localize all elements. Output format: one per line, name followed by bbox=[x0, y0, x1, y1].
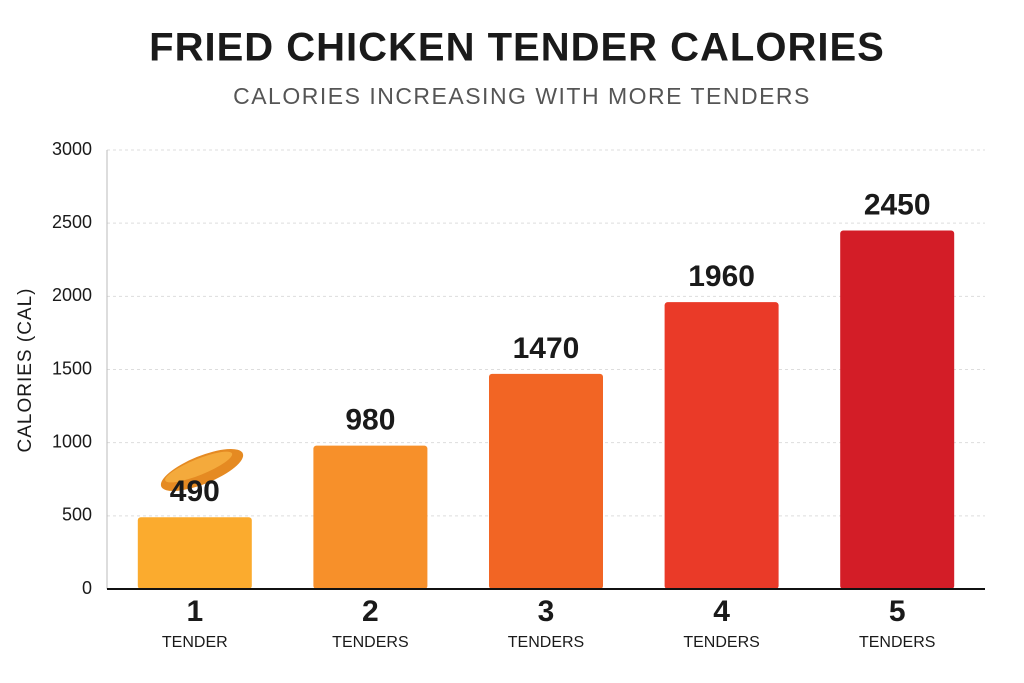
bar bbox=[313, 445, 428, 589]
y-tick-label: 2500 bbox=[52, 212, 92, 232]
chart-title: FRIED CHICKEN TENDER CALORIES bbox=[149, 26, 885, 70]
bar bbox=[137, 517, 252, 589]
value-label: 1470 bbox=[513, 332, 580, 365]
y-axis-label: CALORIES (CAL) bbox=[15, 288, 36, 453]
chart-subtitle: CALORIES INCREASING WITH MORE TENDERS bbox=[233, 83, 811, 109]
x-tick-unit: TENDERS bbox=[508, 634, 584, 651]
y-tick-label: 0 bbox=[82, 578, 92, 598]
x-tick-unit: TENDERS bbox=[683, 634, 759, 651]
x-tick-unit: TENDERS bbox=[332, 634, 408, 651]
tender-highlight bbox=[165, 451, 233, 483]
value-label: 980 bbox=[345, 404, 395, 437]
y-tick-label: 3000 bbox=[52, 139, 92, 159]
y-tick-label: 1000 bbox=[52, 431, 92, 451]
y-tick-label: 500 bbox=[62, 505, 92, 525]
x-tick-label: 1 bbox=[186, 595, 203, 628]
x-tick-label: 2 bbox=[362, 595, 379, 628]
value-label: 2450 bbox=[864, 188, 931, 221]
value-label: 490 bbox=[170, 475, 220, 508]
bar bbox=[489, 373, 603, 589]
x-tick-label: 5 bbox=[889, 595, 906, 628]
x-tick-label: 3 bbox=[538, 595, 555, 628]
y-tick-label: 1500 bbox=[52, 358, 92, 378]
x-tick-unit: TENDER bbox=[162, 634, 228, 651]
value-label: 1960 bbox=[688, 260, 755, 293]
x-tick-label: 4 bbox=[713, 595, 730, 628]
bar bbox=[664, 302, 779, 589]
y-tick-label: 2000 bbox=[52, 285, 92, 305]
x-tick-unit: TENDERS bbox=[859, 634, 935, 651]
bar bbox=[840, 230, 955, 589]
tender-icon bbox=[160, 449, 244, 491]
